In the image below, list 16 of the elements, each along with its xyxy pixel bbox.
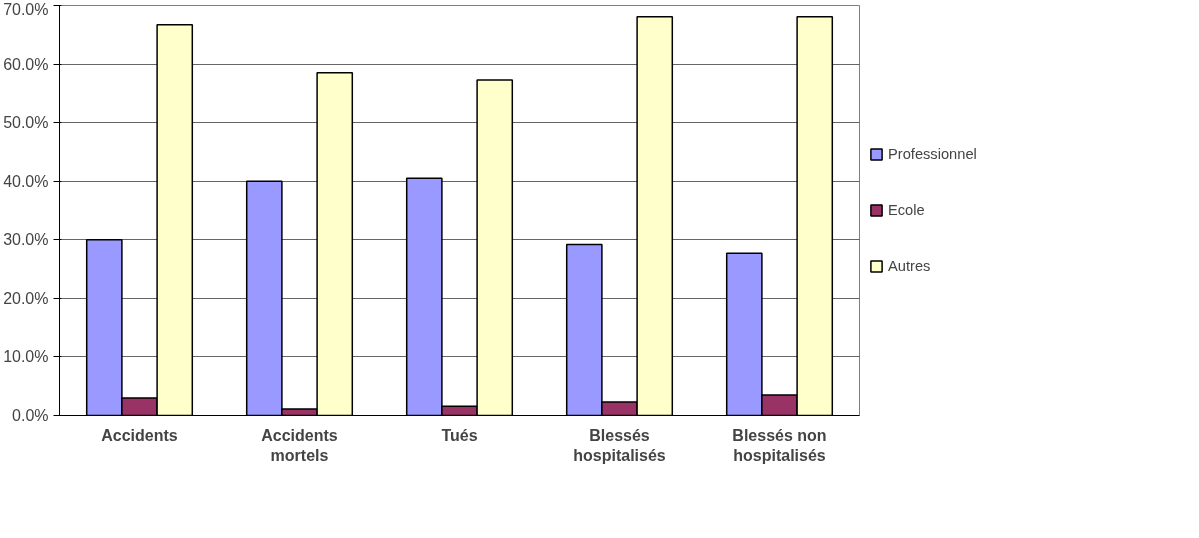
legend-label: Autres bbox=[888, 258, 931, 274]
y-tick-label: 30.0% bbox=[3, 231, 49, 249]
x-tick-label: Accidents mortels bbox=[261, 426, 338, 464]
legend-label: Ecole bbox=[888, 202, 925, 218]
y-tick-label: 70.0% bbox=[3, 0, 49, 18]
y-tick-label: 50.0% bbox=[3, 114, 49, 132]
x-tick-label: Blessés hospitalisés bbox=[573, 426, 666, 464]
y-tick-label: 40.0% bbox=[3, 172, 49, 190]
y-tick-label: 20.0% bbox=[3, 289, 49, 307]
y-tick-label: 60.0% bbox=[3, 55, 49, 73]
x-tick-label: Blessés non hospitalisés bbox=[732, 426, 827, 464]
y-tick-label: 0.0% bbox=[12, 407, 49, 424]
x-tick-label: Tués bbox=[441, 426, 478, 444]
legend-label: Professionnel bbox=[888, 146, 977, 162]
x-tick-label: Accidents bbox=[101, 426, 178, 444]
y-tick-label: 10.0% bbox=[3, 348, 49, 366]
